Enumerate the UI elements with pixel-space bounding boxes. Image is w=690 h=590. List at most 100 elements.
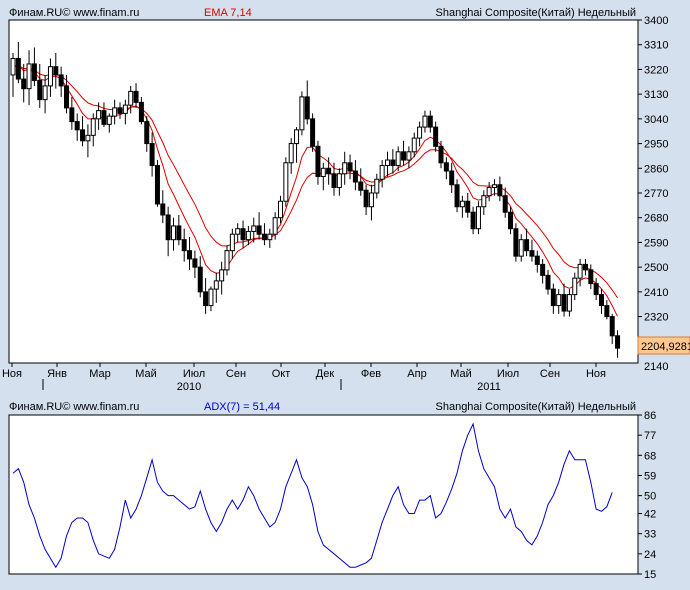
candle[interactable] (561, 283, 567, 317)
candle[interactable] (267, 228, 273, 248)
candle[interactable] (518, 234, 524, 262)
candle[interactable] (347, 154, 353, 180)
candle[interactable] (615, 330, 621, 358)
candle[interactable] (64, 74, 69, 114)
candle[interactable] (181, 228, 187, 262)
candle[interactable] (577, 258, 583, 287)
candle[interactable] (240, 220, 246, 248)
candle[interactable] (363, 184, 369, 215)
candle[interactable] (529, 239, 535, 262)
candle[interactable] (481, 190, 487, 215)
candle[interactable] (609, 313, 615, 345)
candle[interactable] (154, 160, 160, 207)
candle[interactable] (288, 138, 294, 174)
candle[interactable] (534, 250, 540, 273)
candle[interactable] (352, 160, 358, 191)
candle[interactable] (229, 228, 235, 259)
candle[interactable] (502, 187, 508, 218)
candle[interactable] (465, 193, 471, 218)
candle[interactable] (566, 289, 572, 317)
candle[interactable] (315, 140, 321, 185)
candle[interactable] (235, 223, 241, 243)
candle[interactable] (133, 83, 139, 108)
candle[interactable] (331, 162, 337, 196)
candle[interactable] (15, 41, 21, 84)
candle[interactable] (283, 157, 289, 207)
candle[interactable] (449, 162, 455, 193)
candle[interactable] (256, 212, 262, 240)
candle[interactable] (326, 157, 332, 185)
candle[interactable] (171, 217, 176, 251)
candle[interactable] (550, 283, 556, 314)
candle[interactable] (106, 113, 112, 133)
candle[interactable] (385, 151, 390, 177)
candle[interactable] (342, 151, 348, 185)
candle[interactable] (390, 149, 396, 174)
candle[interactable] (475, 201, 481, 235)
candle[interactable] (374, 173, 380, 199)
candle[interactable] (540, 258, 546, 284)
candle[interactable] (176, 214, 182, 246)
candle[interactable] (417, 121, 423, 147)
candle[interactable] (411, 132, 417, 158)
candle[interactable] (379, 160, 385, 188)
price-plot-area[interactable] (8, 19, 639, 364)
candle[interactable] (294, 127, 300, 163)
candle[interactable] (80, 116, 86, 147)
candle[interactable] (524, 228, 530, 257)
candle[interactable] (497, 176, 503, 202)
candle[interactable] (406, 146, 412, 169)
candle[interactable] (513, 223, 519, 262)
candle[interactable] (310, 113, 316, 152)
candle[interactable] (149, 132, 155, 177)
candle[interactable] (492, 179, 497, 196)
candle[interactable] (74, 113, 80, 141)
candle[interactable] (272, 212, 278, 240)
candle[interactable] (53, 52, 59, 89)
candle[interactable] (454, 179, 460, 213)
candle[interactable] (58, 66, 64, 97)
candle[interactable] (42, 74, 48, 114)
candle[interactable] (47, 58, 53, 97)
candle[interactable] (101, 102, 107, 128)
candle[interactable] (224, 245, 230, 276)
candle[interactable] (261, 223, 267, 246)
candle[interactable] (588, 264, 594, 290)
candle[interactable] (85, 124, 91, 158)
candle[interactable] (10, 52, 16, 97)
candle[interactable] (545, 269, 551, 295)
candle[interactable] (470, 206, 476, 235)
candle[interactable] (572, 272, 578, 301)
candle[interactable] (251, 217, 257, 243)
candle[interactable] (219, 261, 225, 295)
candle[interactable] (604, 300, 610, 320)
candle[interactable] (26, 50, 32, 106)
adx-plot-area[interactable] (8, 414, 639, 575)
candle[interactable] (203, 278, 209, 314)
candle[interactable] (90, 113, 96, 147)
candle[interactable] (593, 278, 599, 301)
candle[interactable] (368, 184, 374, 221)
candle[interactable] (336, 168, 342, 196)
candle[interactable] (443, 157, 449, 180)
candle[interactable] (160, 190, 166, 224)
candle[interactable] (122, 99, 128, 125)
candle[interactable] (144, 116, 150, 152)
candle[interactable] (433, 121, 439, 152)
candle[interactable] (599, 289, 604, 314)
candle[interactable] (459, 195, 465, 218)
candle[interactable] (138, 96, 144, 125)
candle[interactable] (401, 140, 407, 166)
candle[interactable] (192, 250, 198, 279)
candle[interactable] (21, 63, 27, 103)
candle[interactable] (427, 110, 433, 133)
candle[interactable] (96, 102, 102, 130)
candle[interactable] (395, 146, 401, 172)
candle[interactable] (208, 286, 214, 312)
candle[interactable] (165, 206, 171, 257)
candle[interactable] (245, 225, 251, 246)
candle[interactable] (112, 99, 118, 125)
candle[interactable] (422, 110, 428, 133)
candle[interactable] (197, 256, 203, 298)
candle[interactable] (213, 272, 219, 303)
